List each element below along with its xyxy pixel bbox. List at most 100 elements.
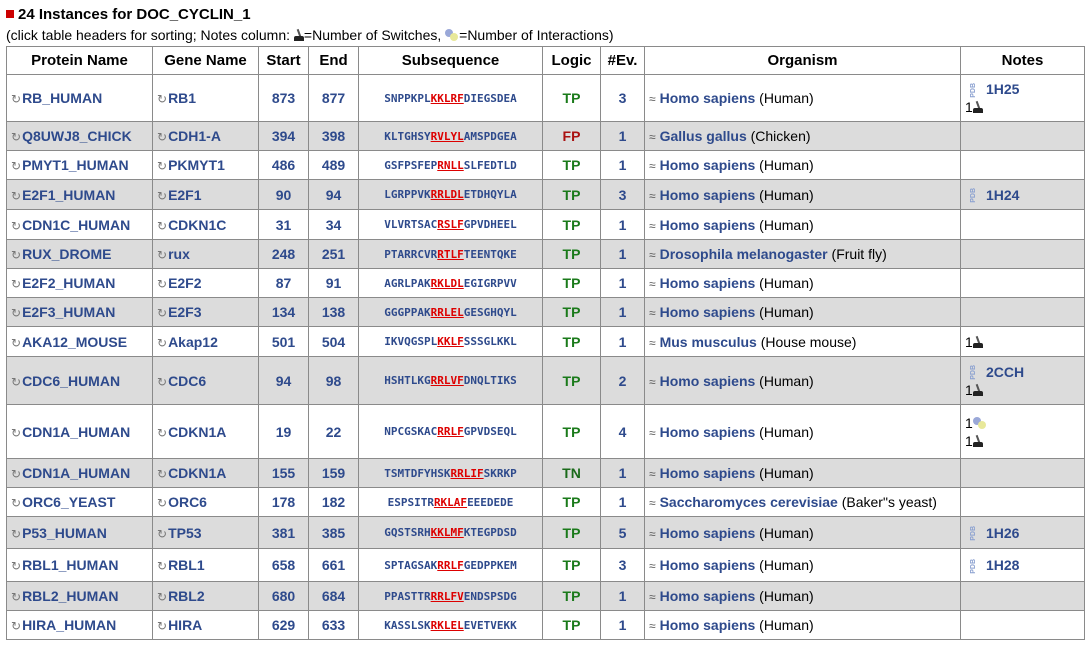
- evidence-cell[interactable]: 1: [600, 239, 645, 269]
- species-link[interactable]: Gallus gallus: [659, 128, 747, 144]
- species-link[interactable]: Homo sapiens: [659, 557, 756, 573]
- evidence-cell[interactable]: 1: [600, 458, 645, 488]
- gene-cell[interactable]: ↻TP53: [152, 516, 259, 549]
- gene-cell[interactable]: ↻E2F2: [152, 268, 259, 298]
- gene-link[interactable]: CDC6: [168, 372, 207, 389]
- column-header-notes[interactable]: Notes: [960, 46, 1085, 75]
- protein-link[interactable]: RBL2_HUMAN: [22, 588, 119, 604]
- protein-cell[interactable]: ↻PMYT1_HUMAN: [6, 150, 153, 180]
- evidence-cell[interactable]: 4: [600, 404, 645, 459]
- species-link[interactable]: Mus musculus: [659, 333, 757, 350]
- gene-cell[interactable]: ↻CDKN1A: [152, 458, 259, 488]
- species-link[interactable]: Homo sapiens: [659, 617, 756, 633]
- protein-cell[interactable]: ↻RB_HUMAN: [6, 74, 153, 122]
- pdb-link[interactable]: 1H24: [986, 186, 1020, 203]
- protein-cell[interactable]: ↻E2F2_HUMAN: [6, 268, 153, 298]
- protein-cell[interactable]: ↻CDN1A_HUMAN: [6, 404, 153, 459]
- species-link[interactable]: Homo sapiens: [659, 90, 756, 106]
- protein-link[interactable]: PMYT1_HUMAN: [22, 157, 129, 173]
- species-link[interactable]: Homo sapiens: [659, 524, 756, 541]
- protein-link[interactable]: CDN1A_HUMAN: [22, 465, 131, 481]
- gene-cell[interactable]: ↻HIRA: [152, 610, 259, 640]
- evidence-cell[interactable]: 1: [600, 487, 645, 517]
- gene-link[interactable]: Akap12: [168, 333, 218, 350]
- species-link[interactable]: Homo sapiens: [659, 216, 756, 233]
- pdb-note[interactable]: PDB 1H28: [965, 556, 1080, 574]
- gene-cell[interactable]: ↻CDKN1C: [152, 209, 259, 240]
- switches-note[interactable]: 1: [965, 333, 1080, 351]
- column-header-logic[interactable]: Logic: [542, 46, 601, 75]
- protein-cell[interactable]: ↻HIRA_HUMAN: [6, 610, 153, 640]
- evidence-cell[interactable]: 3: [600, 74, 645, 122]
- gene-cell[interactable]: ↻Akap12: [152, 326, 259, 357]
- protein-link[interactable]: E2F3_HUMAN: [22, 304, 116, 320]
- pdb-link[interactable]: 2CCH: [986, 363, 1025, 380]
- gene-link[interactable]: PKMYT1: [168, 157, 225, 173]
- evidence-cell[interactable]: 1: [600, 581, 645, 611]
- protein-link[interactable]: CDN1A_HUMAN: [22, 423, 131, 440]
- species-link[interactable]: Homo sapiens: [659, 372, 756, 389]
- species-link[interactable]: Homo sapiens: [659, 588, 756, 604]
- protein-link[interactable]: AKA12_MOUSE: [22, 333, 128, 350]
- protein-cell[interactable]: ↻CDN1A_HUMAN: [6, 458, 153, 488]
- gene-link[interactable]: RBL2: [168, 588, 205, 604]
- protein-cell[interactable]: ↻P53_HUMAN: [6, 516, 153, 549]
- protein-link[interactable]: E2F1_HUMAN: [22, 186, 116, 203]
- evidence-cell[interactable]: 2: [600, 356, 645, 405]
- gene-cell[interactable]: ↻CDC6: [152, 356, 259, 405]
- protein-link[interactable]: ORC6_YEAST: [22, 494, 116, 510]
- protein-cell[interactable]: ↻RBL2_HUMAN: [6, 581, 153, 611]
- gene-link[interactable]: E2F2: [168, 275, 202, 291]
- pdb-note[interactable]: PDB 2CCH: [965, 363, 1080, 381]
- gene-cell[interactable]: ↻E2F1: [152, 179, 259, 210]
- protein-cell[interactable]: ↻CDN1C_HUMAN: [6, 209, 153, 240]
- gene-cell[interactable]: ↻rux: [152, 239, 259, 269]
- protein-link[interactable]: HIRA_HUMAN: [22, 617, 117, 633]
- evidence-cell[interactable]: 1: [600, 268, 645, 298]
- column-header-organism[interactable]: Organism: [644, 46, 961, 75]
- species-link[interactable]: Homo sapiens: [659, 465, 756, 481]
- gene-link[interactable]: ORC6: [168, 494, 207, 510]
- evidence-cell[interactable]: 5: [600, 516, 645, 549]
- gene-link[interactable]: TP53: [168, 524, 202, 541]
- column-header-evidence[interactable]: #Ev.: [600, 46, 645, 75]
- evidence-cell[interactable]: 3: [600, 548, 645, 582]
- protein-cell[interactable]: ↻RBL1_HUMAN: [6, 548, 153, 582]
- protein-cell[interactable]: ↻ORC6_YEAST: [6, 487, 153, 517]
- protein-link[interactable]: Q8UWJ8_CHICK: [22, 128, 132, 144]
- species-link[interactable]: Homo sapiens: [659, 304, 756, 320]
- pdb-link[interactable]: 1H28: [986, 557, 1020, 573]
- evidence-cell[interactable]: 3: [600, 179, 645, 210]
- pdb-note[interactable]: PDB 1H24: [965, 186, 1080, 204]
- column-header-subsequence[interactable]: Subsequence: [358, 46, 543, 75]
- switches-note[interactable]: 1: [965, 98, 1080, 116]
- pdb-note[interactable]: PDB 1H25: [965, 80, 1080, 98]
- gene-cell[interactable]: ↻RBL2: [152, 581, 259, 611]
- evidence-cell[interactable]: 1: [600, 209, 645, 240]
- protein-link[interactable]: E2F2_HUMAN: [22, 275, 116, 291]
- column-header-gene[interactable]: Gene Name: [152, 46, 259, 75]
- gene-link[interactable]: RBL1: [168, 557, 205, 573]
- evidence-cell[interactable]: 1: [600, 297, 645, 327]
- gene-cell[interactable]: ↻RBL1: [152, 548, 259, 582]
- protein-link[interactable]: RBL1_HUMAN: [22, 557, 119, 573]
- gene-link[interactable]: HIRA: [168, 617, 203, 633]
- gene-link[interactable]: CDKN1A: [168, 465, 227, 481]
- switches-note[interactable]: 1: [965, 381, 1080, 399]
- column-header-protein[interactable]: Protein Name: [6, 46, 153, 75]
- species-link[interactable]: Homo sapiens: [659, 275, 756, 291]
- gene-link[interactable]: CDKN1C: [168, 216, 227, 233]
- species-link[interactable]: Saccharomyces cerevisiae: [659, 494, 838, 510]
- protein-link[interactable]: CDC6_HUMAN: [22, 372, 121, 389]
- gene-link[interactable]: E2F1: [168, 186, 202, 203]
- evidence-cell[interactable]: 1: [600, 150, 645, 180]
- gene-cell[interactable]: ↻E2F3: [152, 297, 259, 327]
- gene-cell[interactable]: ↻PKMYT1: [152, 150, 259, 180]
- evidence-cell[interactable]: 1: [600, 610, 645, 640]
- column-header-start[interactable]: Start: [258, 46, 309, 75]
- protein-cell[interactable]: ↻Q8UWJ8_CHICK: [6, 121, 153, 151]
- protein-cell[interactable]: ↻E2F1_HUMAN: [6, 179, 153, 210]
- protein-link[interactable]: P53_HUMAN: [22, 524, 107, 541]
- protein-cell[interactable]: ↻CDC6_HUMAN: [6, 356, 153, 405]
- gene-cell[interactable]: ↻RB1: [152, 74, 259, 122]
